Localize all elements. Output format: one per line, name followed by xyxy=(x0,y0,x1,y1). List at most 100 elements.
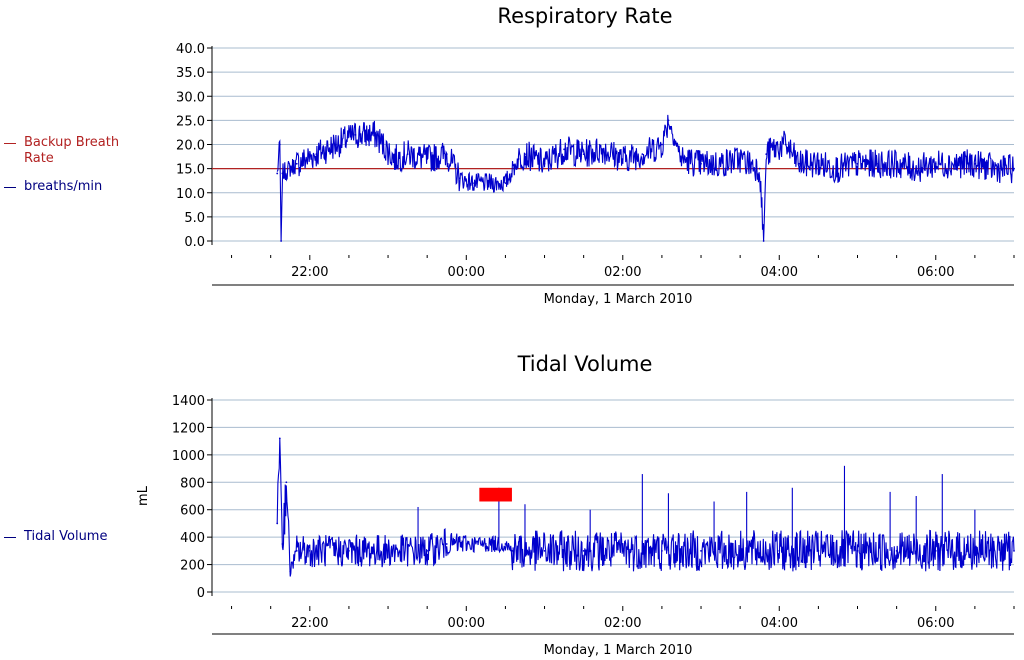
series-line-tidal-volume xyxy=(276,438,1015,577)
data-point xyxy=(856,162,859,165)
chart-1-title: Respiratory Rate xyxy=(497,4,673,28)
data-point xyxy=(784,143,787,146)
data-point xyxy=(511,549,513,552)
data-point xyxy=(406,153,409,156)
data-point xyxy=(661,549,663,552)
data-point xyxy=(280,240,283,242)
data-point xyxy=(876,162,878,165)
y-tick-label: 200 xyxy=(180,559,205,574)
y-tick-label: 800 xyxy=(180,476,205,491)
x-tick-label: 06:00 xyxy=(917,616,954,631)
data-point xyxy=(621,158,624,160)
data-point xyxy=(563,148,565,151)
y-tick-label: 5.0 xyxy=(184,211,205,226)
data-point xyxy=(771,148,774,151)
data-point xyxy=(458,177,461,180)
data-point xyxy=(276,522,279,525)
data-point xyxy=(582,549,585,552)
data-point xyxy=(661,143,663,146)
y-tick-label: 0.0 xyxy=(184,235,205,250)
data-point xyxy=(295,162,298,165)
data-point xyxy=(641,153,644,156)
data-point xyxy=(334,143,337,146)
data-point xyxy=(895,162,898,165)
data-point xyxy=(393,158,396,160)
data-point xyxy=(484,543,487,545)
data-point xyxy=(278,437,281,440)
data-point xyxy=(543,162,546,165)
data-point xyxy=(524,153,526,156)
y-tick-label: 600 xyxy=(180,504,205,519)
y-tick-label: 1000 xyxy=(172,449,205,464)
y-tick-label: 1200 xyxy=(172,421,205,436)
data-point xyxy=(285,481,288,484)
data-point xyxy=(602,148,605,151)
data-point xyxy=(954,162,957,165)
chart-2-title: Tidal Volume xyxy=(517,352,653,376)
data-point xyxy=(739,549,742,552)
y-tick-label: 0 xyxy=(197,586,205,601)
data-point xyxy=(445,543,448,545)
data-point xyxy=(765,153,768,156)
series-line-breaths-min xyxy=(276,114,1015,242)
y-tick-label: 25.0 xyxy=(176,114,205,129)
annotation-red-box xyxy=(479,487,512,502)
data-point xyxy=(762,240,765,242)
x-tick-label: 02:00 xyxy=(604,265,641,280)
data-point xyxy=(895,549,898,552)
y-tick-label: 10.0 xyxy=(176,187,205,202)
data-point xyxy=(278,143,281,146)
legend-swatch-backup xyxy=(4,143,16,144)
data-point xyxy=(504,182,507,185)
x-axis-caption: Monday, 1 March 2010 xyxy=(544,292,693,307)
data-point xyxy=(700,162,702,165)
data-point xyxy=(797,162,800,165)
legend-tidal-volume: Tidal Volume xyxy=(4,529,134,545)
x-tick-label: 00:00 xyxy=(448,616,485,631)
data-point xyxy=(426,549,429,552)
data-point xyxy=(517,158,520,160)
data-point xyxy=(543,549,546,552)
data-point xyxy=(739,158,742,160)
data-point xyxy=(700,549,702,552)
data-point xyxy=(582,153,585,156)
data-point xyxy=(295,549,298,552)
data-point xyxy=(667,119,670,122)
x-tick-label: 06:00 xyxy=(917,265,954,280)
x-tick-label: 00:00 xyxy=(448,265,485,280)
y-tick-label: 1400 xyxy=(172,394,205,409)
y-axis-label: mL xyxy=(136,485,151,506)
data-point xyxy=(817,549,820,552)
data-point xyxy=(315,153,318,156)
data-point xyxy=(621,549,624,552)
y-tick-label: 40.0 xyxy=(176,42,205,57)
y-tick-label: 15.0 xyxy=(176,163,205,178)
data-point xyxy=(281,543,284,545)
legend-backup-breath-rate: Backup Breath Rate xyxy=(4,135,134,167)
data-point xyxy=(817,162,820,165)
data-point xyxy=(934,549,937,552)
data-point xyxy=(281,172,284,175)
data-point xyxy=(915,167,918,170)
data-point xyxy=(1013,167,1015,170)
y-tick-label: 35.0 xyxy=(176,66,205,81)
x-tick-label: 02:00 xyxy=(604,616,641,631)
data-point xyxy=(778,549,781,552)
x-axis-caption: Monday, 1 March 2010 xyxy=(544,643,693,658)
data-point xyxy=(426,158,429,160)
legend-label-tidal: Tidal Volume xyxy=(24,529,108,544)
data-point xyxy=(289,570,292,573)
x-tick-label: 22:00 xyxy=(291,616,328,631)
data-point xyxy=(445,153,448,156)
data-point xyxy=(504,543,507,545)
data-point xyxy=(348,549,350,552)
legend-label-backup: Backup Breath Rate xyxy=(24,135,120,166)
data-point xyxy=(934,162,937,165)
data-point xyxy=(491,182,494,185)
data-point xyxy=(1013,549,1015,552)
data-point xyxy=(308,549,311,552)
legend-breaths-per-min: breaths/min xyxy=(4,179,134,195)
data-point xyxy=(354,133,357,136)
data-point xyxy=(719,162,722,165)
